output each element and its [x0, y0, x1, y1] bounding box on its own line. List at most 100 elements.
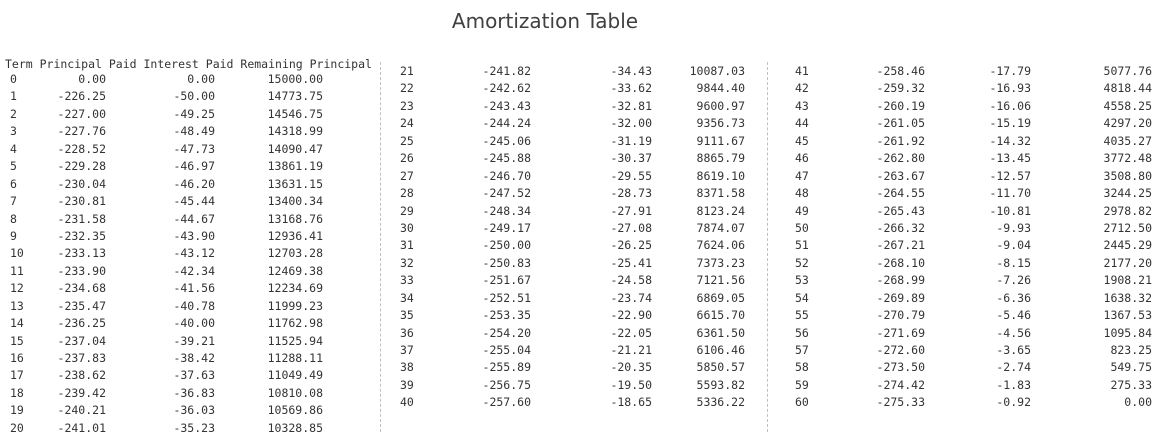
- table-row: 41 -258.46 -17.79 5077.76: [0, 64, 1175, 81]
- table-row: 26 -245.88 -30.37 8865.79: [0, 151, 1175, 168]
- principal-paid-cell: -233.90: [57, 263, 106, 278]
- table-row: 33 -251.67 -24.58 7121.56: [0, 273, 1175, 290]
- table-row: 48 -264.55 -11.70 3244.25: [0, 186, 1175, 203]
- term-cell: 32: [400, 255, 414, 270]
- table-row: 24 -244.24 -32.00 9356.73: [0, 116, 1175, 133]
- remaining-principal-cell: 9844.40: [696, 81, 745, 96]
- term-cell: 47: [795, 168, 809, 183]
- remaining-principal-cell: 6106.46: [696, 343, 745, 357]
- interest-paid-cell: -45.44: [173, 194, 215, 209]
- interest-paid-cell: -29.55: [610, 168, 652, 183]
- remaining-principal-cell: 3508.80: [1103, 168, 1152, 183]
- term-cell: 35: [400, 308, 414, 323]
- interest-paid-cell: -30.37: [610, 151, 652, 166]
- table-row: 45 -261.92 -14.32 4035.27: [0, 134, 1175, 151]
- term-cell: 6: [10, 176, 17, 191]
- principal-paid-cell: -242.62: [482, 81, 531, 96]
- table-column-group-2: 21 -241.82 -34.43 10087.03 22 -242.62 -33.62 98…: [0, 64, 1175, 413]
- remaining-principal-cell: 12234.69: [267, 281, 323, 296]
- remaining-principal-cell: 2445.29: [1103, 238, 1152, 253]
- remaining-principal-cell: 4818.44: [1103, 81, 1152, 96]
- term-cell: 34: [400, 290, 414, 305]
- interest-paid-cell: -35.23: [173, 420, 215, 435]
- term-cell: 36: [400, 325, 414, 340]
- term-cell: 50: [795, 220, 809, 235]
- interest-paid-cell: -37.63: [173, 368, 215, 383]
- table-column-group-1: 0 0.00 0.00 15000.00 1 -226.25 -50.00 14773.75 2…: [0, 72, 1175, 438]
- term-cell: 29: [400, 203, 414, 218]
- term-cell: 58: [795, 360, 809, 375]
- table-column-group-3: 41 -258.46 -17.79 5077.76 42 -259.32 -16.93 481…: [0, 64, 1175, 413]
- table-row: 52 -268.10 -8.15 2177.20: [0, 256, 1175, 273]
- interest-paid-cell: -40.78: [173, 298, 215, 313]
- table-row: 17 -238.62 -37.63 11049.49: [0, 368, 1175, 385]
- interest-paid-cell: -39.21: [173, 333, 215, 348]
- remaining-principal-cell: 11999.23: [267, 298, 323, 313]
- remaining-principal-cell: 14546.75: [267, 106, 323, 121]
- remaining-principal-cell: 13631.15: [267, 176, 323, 191]
- interest-paid-cell: -27.08: [610, 220, 652, 235]
- table-row: 10 -233.13 -43.12 12703.28: [0, 246, 1175, 263]
- interest-paid-cell: -14.32: [989, 133, 1031, 148]
- term-cell: 19: [10, 403, 24, 418]
- table-row: 28 -247.52 -28.73 8371.58: [0, 186, 1175, 203]
- principal-paid-cell: -231.58: [57, 211, 106, 226]
- principal-paid-cell: -230.81: [57, 194, 106, 209]
- remaining-principal-cell: 14318.99: [267, 124, 323, 139]
- remaining-principal-cell: 2177.20: [1103, 255, 1152, 270]
- interest-paid-cell: -22.90: [610, 308, 652, 323]
- term-cell: 28: [400, 186, 414, 201]
- page-title: Amortization Table: [451, 9, 639, 33]
- principal-paid-cell: -257.60: [482, 395, 531, 410]
- term-cell: 33: [400, 273, 414, 288]
- principal-paid-cell: -259.32: [876, 81, 925, 96]
- table-row: 1 -226.25 -50.00 14773.75: [0, 89, 1175, 106]
- term-cell: 26: [400, 151, 414, 166]
- interest-paid-cell: -43.90: [173, 228, 215, 243]
- term-cell: 23: [400, 98, 414, 113]
- remaining-principal-cell: 823.25: [1110, 343, 1152, 357]
- interest-paid-cell: -16.06: [989, 98, 1031, 113]
- table-row: 2 -227.00 -49.25 14546.75: [0, 107, 1175, 124]
- term-cell: 56: [795, 325, 809, 340]
- table-row: 36 -254.20 -22.05 6361.50: [0, 326, 1175, 343]
- table-row: 42 -259.32 -16.93 4818.44: [0, 81, 1175, 98]
- table-row: 14 -236.25 -40.00 11762.98: [0, 316, 1175, 333]
- table-row: 9 -232.35 -43.90 12936.41: [0, 229, 1175, 246]
- table-row: 34 -252.51 -23.74 6869.05: [0, 291, 1175, 308]
- table-row: 59 -274.42 -1.83 275.33: [0, 378, 1175, 395]
- interest-paid-cell: -8.15: [996, 255, 1031, 270]
- remaining-principal-cell: 10087.03: [689, 64, 745, 78]
- term-cell: 18: [10, 385, 24, 400]
- remaining-principal-cell: 4558.25: [1103, 98, 1152, 113]
- term-cell: 59: [795, 377, 809, 392]
- principal-paid-cell: -239.42: [57, 385, 106, 400]
- term-cell: 42: [795, 81, 809, 96]
- table-row: 51 -267.21 -9.04 2445.29: [0, 238, 1175, 255]
- term-cell: 52: [795, 255, 809, 270]
- remaining-principal-cell: 7874.07: [696, 220, 745, 235]
- term-cell: 8: [10, 211, 17, 226]
- table-row: 46 -262.80 -13.45 3772.48: [0, 151, 1175, 168]
- table-row: 15 -237.04 -39.21 11525.94: [0, 334, 1175, 351]
- term-cell: 4: [10, 141, 17, 156]
- interest-paid-cell: -31.19: [610, 133, 652, 148]
- remaining-principal-cell: 13400.34: [267, 194, 323, 209]
- term-cell: 10: [10, 246, 24, 261]
- principal-paid-cell: -251.67: [482, 273, 531, 288]
- term-cell: 54: [795, 290, 809, 305]
- interest-paid-cell: -40.00: [173, 316, 215, 331]
- remaining-principal-cell: 8123.24: [696, 203, 745, 218]
- principal-paid-cell: -237.83: [57, 351, 106, 365]
- interest-paid-cell: -22.05: [610, 325, 652, 340]
- principal-paid-cell: -260.19: [876, 98, 925, 113]
- interest-paid-cell: -9.04: [996, 238, 1031, 253]
- interest-paid-cell: -1.83: [996, 377, 1031, 392]
- table-row: 25 -245.06 -31.19 9111.67: [0, 134, 1175, 151]
- term-cell: 14: [10, 316, 24, 331]
- table-row: 56 -271.69 -4.56 1095.84: [0, 326, 1175, 343]
- term-cell: 53: [795, 273, 809, 288]
- principal-paid-cell: -255.89: [482, 360, 531, 375]
- remaining-principal-cell: 0.00: [1124, 395, 1152, 410]
- interest-paid-cell: -46.97: [173, 159, 215, 174]
